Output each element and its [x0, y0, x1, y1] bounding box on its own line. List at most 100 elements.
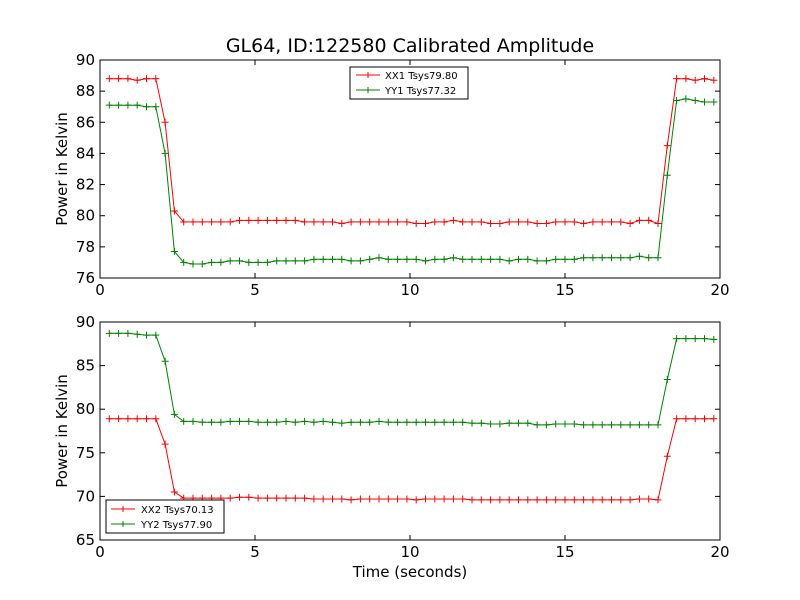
bottom-series-1-point — [301, 417, 309, 425]
top-series-1-point — [301, 257, 309, 265]
top-series-0-point — [635, 216, 643, 224]
bottom-series-1-point — [505, 419, 513, 427]
bottom-series-1-point — [347, 418, 355, 426]
bottom-series-0-point — [589, 496, 597, 504]
top-series-1-point — [254, 258, 262, 266]
bottom-series-1-point — [319, 417, 327, 425]
bottom-series-0-point — [635, 495, 643, 503]
bottom-legend-box — [105, 499, 225, 534]
top-series-0-point — [180, 218, 188, 226]
top-y-tick-label-82: 82 — [76, 176, 95, 194]
bottom-series-0-point — [263, 494, 271, 502]
top-series-0-point — [654, 220, 662, 227]
top-series-1-point — [654, 254, 662, 262]
top-series-0-point — [524, 218, 532, 226]
top-series-1-point — [635, 252, 643, 260]
top-series-0-point — [682, 75, 690, 83]
top-series-1-point — [208, 258, 216, 266]
bottom-series-1-point — [635, 421, 643, 429]
top-series-1-point — [143, 103, 150, 111]
top-series-1-point — [561, 255, 569, 263]
bottom-series-0-point — [505, 496, 513, 504]
top-series-1-point — [552, 255, 560, 263]
top-series-0-point — [105, 75, 113, 83]
top-y-tick-label-86: 86 — [76, 113, 95, 131]
bottom-series-0-point — [598, 496, 606, 504]
top-legend-label-yy1: YY1 Tsys77.32 — [384, 86, 456, 97]
top-series-1-point — [412, 255, 420, 263]
top-series-lines — [105, 75, 718, 268]
top-ticks: 0 5 10 15 20 76 78 80 82 84 86 88 90 — [76, 51, 730, 299]
bottom-x-axis-label: Time (seconds) — [352, 563, 468, 581]
bottom-series-1-point — [673, 335, 681, 343]
top-series-1-point — [273, 257, 281, 265]
bottom-series-1-point — [524, 419, 532, 427]
top-series-0-point — [273, 216, 281, 224]
top-series-0-point — [356, 218, 364, 226]
top-series-1-point — [691, 96, 699, 104]
bottom-legend-marker-xx2 — [120, 506, 126, 512]
bottom-series-1-point — [487, 420, 495, 428]
top-legend-entry-xx1: XX1 Tsys79.80 — [356, 71, 458, 82]
top-series-1-point — [189, 260, 197, 268]
bottom-y-axis-label: Power in Kelvin — [53, 374, 71, 488]
top-series-0-point — [487, 220, 495, 227]
bottom-series-1-point — [440, 418, 448, 426]
top-series-0-point — [403, 218, 411, 226]
bottom-series-1-point — [608, 421, 615, 429]
top-series-1-point — [375, 254, 383, 262]
top-series-0-point — [245, 216, 253, 224]
top-series-0-point — [310, 218, 318, 226]
bottom-series-1-point — [105, 329, 113, 337]
top-series-1-point — [598, 254, 606, 262]
top-series-0-point — [375, 218, 383, 226]
top-series-0-point — [115, 75, 123, 83]
bottom-series-1-point — [663, 376, 671, 384]
top-series-0-point — [189, 218, 197, 226]
top-series-0-point — [394, 218, 402, 226]
bottom-series-0-point — [319, 495, 327, 503]
top-series-0-point — [384, 218, 392, 226]
top-series-0-point — [198, 218, 206, 226]
bottom-series-0-point — [477, 496, 485, 504]
bottom-series-1-point — [226, 417, 234, 425]
bottom-series-1-point — [143, 331, 150, 339]
bottom-series-0-point — [245, 493, 253, 501]
top-series-0-point — [412, 220, 420, 227]
bottom-series-1-point — [542, 421, 550, 429]
top-series-0-point — [152, 75, 160, 83]
bottom-series-1-point — [338, 419, 346, 427]
top-series-1-point — [422, 257, 429, 265]
bottom-legend: XX2 Tsys70.13 YY2 Tsys77.90 — [105, 499, 225, 534]
bottom-x-tick-label-10: 10 — [400, 543, 419, 561]
bottom-series-0-point — [691, 415, 699, 423]
bottom-series-1-point — [124, 329, 132, 337]
bottom-series-0-point — [701, 415, 708, 423]
top-series-1-point — [496, 255, 504, 263]
bottom-legend-marker-yy2 — [120, 521, 126, 527]
top-series-1-point — [608, 254, 615, 262]
top-series-1-point — [319, 255, 327, 263]
top-series-0-point — [338, 220, 346, 227]
top-series-1-point — [291, 257, 299, 265]
bottom-x-tick-label-20: 20 — [710, 543, 729, 561]
top-series-1-point — [124, 101, 132, 109]
bottom-series-1-point — [291, 418, 299, 426]
bottom-series-1-point — [366, 418, 374, 426]
bottom-series-0-point — [384, 495, 392, 503]
top-series-1-point — [449, 254, 457, 262]
top-series-0-point — [431, 218, 439, 226]
top-series-0-point — [143, 75, 150, 83]
top-x-tick-label-15: 15 — [555, 281, 574, 299]
top-series-1-point — [626, 254, 634, 262]
top-series-1-point — [338, 255, 346, 263]
top-series-1-point — [673, 96, 681, 104]
bottom-series-1-point — [431, 418, 439, 426]
bottom-series-0-point — [133, 415, 141, 423]
top-series-0-point — [617, 218, 625, 226]
bottom-series-0-point — [412, 496, 420, 504]
top-series-1-point — [356, 257, 364, 265]
top-series-1-point — [570, 255, 578, 263]
top-series-1-point — [524, 255, 532, 263]
bottom-series-1-point — [180, 417, 188, 425]
